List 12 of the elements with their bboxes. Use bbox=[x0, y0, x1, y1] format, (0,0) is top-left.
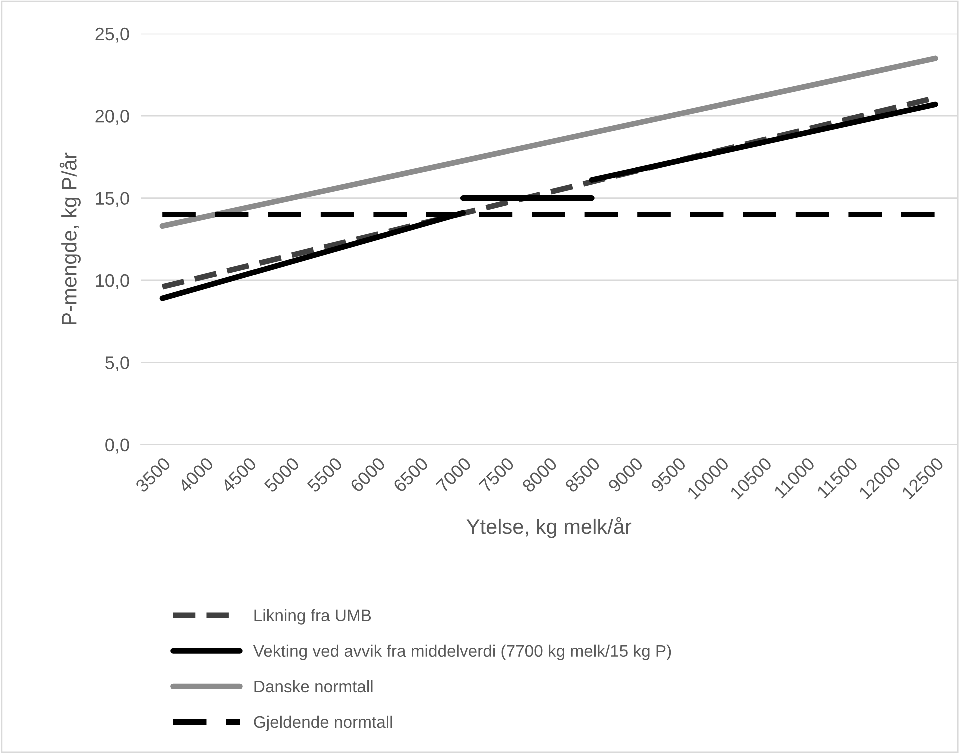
y-tick-label: 0,0 bbox=[106, 438, 130, 454]
y-axis-title: P-mengde, kg P/år bbox=[60, 152, 81, 325]
y-tick-label: 15,0 bbox=[96, 192, 130, 208]
legend-label: Vekting ved avvik fra middelverdi (7700 kg melk/15 kg P) bbox=[253, 644, 672, 660]
legend-label: Danske normtall bbox=[254, 680, 373, 693]
legend-label: Likning fra UMB bbox=[254, 609, 372, 625]
y-tick-label: 20,0 bbox=[96, 110, 130, 125]
legend-label: Gjeldende normtall bbox=[254, 716, 392, 732]
y-tick-label: 25,0 bbox=[96, 28, 130, 43]
y-tick-label: 10,0 bbox=[96, 274, 130, 290]
y-tick-label: 5,0 bbox=[106, 356, 130, 372]
x-axis-title: Ytelse, kg melk/år bbox=[466, 517, 632, 538]
